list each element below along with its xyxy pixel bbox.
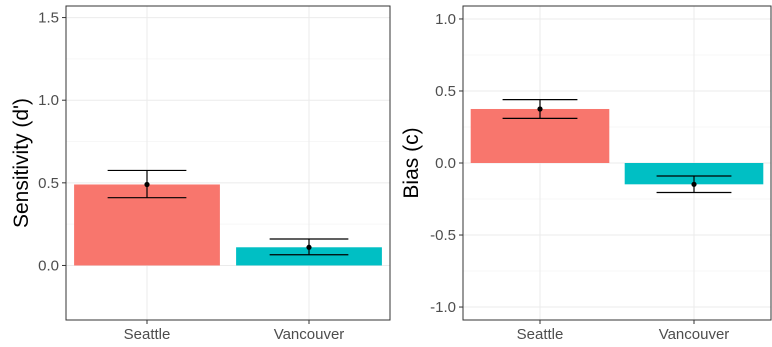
panel-border	[65, 5, 391, 321]
y-tick-label: -1.0	[430, 299, 456, 316]
y-axis-title: Bias (c)	[400, 127, 423, 198]
bar-vancouver	[236, 247, 382, 266]
y-tick-label: 1.5	[38, 10, 59, 27]
x-tick-label: Vancouver	[274, 326, 345, 343]
y-tick-label: 0.5	[435, 83, 456, 100]
sensitivity-chart: 0.0 0.5 1.0 1.5 Seattle Vancouver Sensitivity …	[10, 5, 391, 343]
mean-point-vancouver	[306, 244, 312, 250]
y-tick-label: -0.5	[430, 227, 456, 244]
mean-point-seattle	[144, 181, 150, 188]
bar-vancouver	[624, 163, 764, 185]
y-axis-title: Sensitivity (d')	[10, 98, 33, 228]
y-tick-label: 0.0	[38, 257, 59, 274]
bias-chart: -1.0 -0.5 0.0 0.5 1.0 Seattle Vancouver Bias (c…	[400, 5, 772, 343]
x-tick-label: Seattle	[517, 326, 564, 343]
y-tick-label: 0.5	[38, 175, 59, 192]
mean-point-vancouver	[691, 181, 697, 187]
y-tick-label: 1.0	[435, 11, 456, 28]
y-tick-label: 1.0	[38, 92, 59, 109]
x-tick-label: Vancouver	[659, 326, 730, 343]
mean-point-seattle	[537, 106, 543, 112]
x-tick-label: Seattle	[124, 326, 171, 343]
y-tick-label: 0.0	[435, 155, 456, 172]
grid	[66, 6, 390, 320]
